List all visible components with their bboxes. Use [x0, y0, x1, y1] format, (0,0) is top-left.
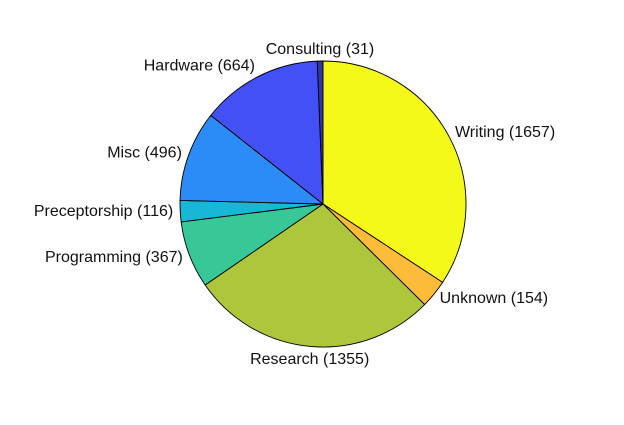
pie-slice-consulting: [316, 60, 324, 205]
slice-label-programming: Programming (367): [45, 249, 183, 266]
slice-label-unknown: Unknown (154): [440, 290, 549, 307]
pie-slice-misc: [179, 114, 324, 205]
pie-slice-hardware: [210, 60, 324, 205]
slice-label-writing: Writing (1657): [455, 124, 555, 141]
slice-label-preceptorship: Preceptorship (116): [34, 203, 173, 220]
slice-label-hardware: Hardware (664): [144, 57, 255, 74]
slice-label-misc: Misc (496): [107, 145, 182, 162]
slice-label-consulting: Consulting (31): [266, 41, 375, 58]
slices-layer: [179, 60, 467, 348]
slice-label-research: Research (1355): [250, 351, 369, 368]
pie-slice-research: [204, 203, 426, 348]
labels-layer: Writing (1657) Unknown (154) Research (135…: [34, 41, 555, 368]
